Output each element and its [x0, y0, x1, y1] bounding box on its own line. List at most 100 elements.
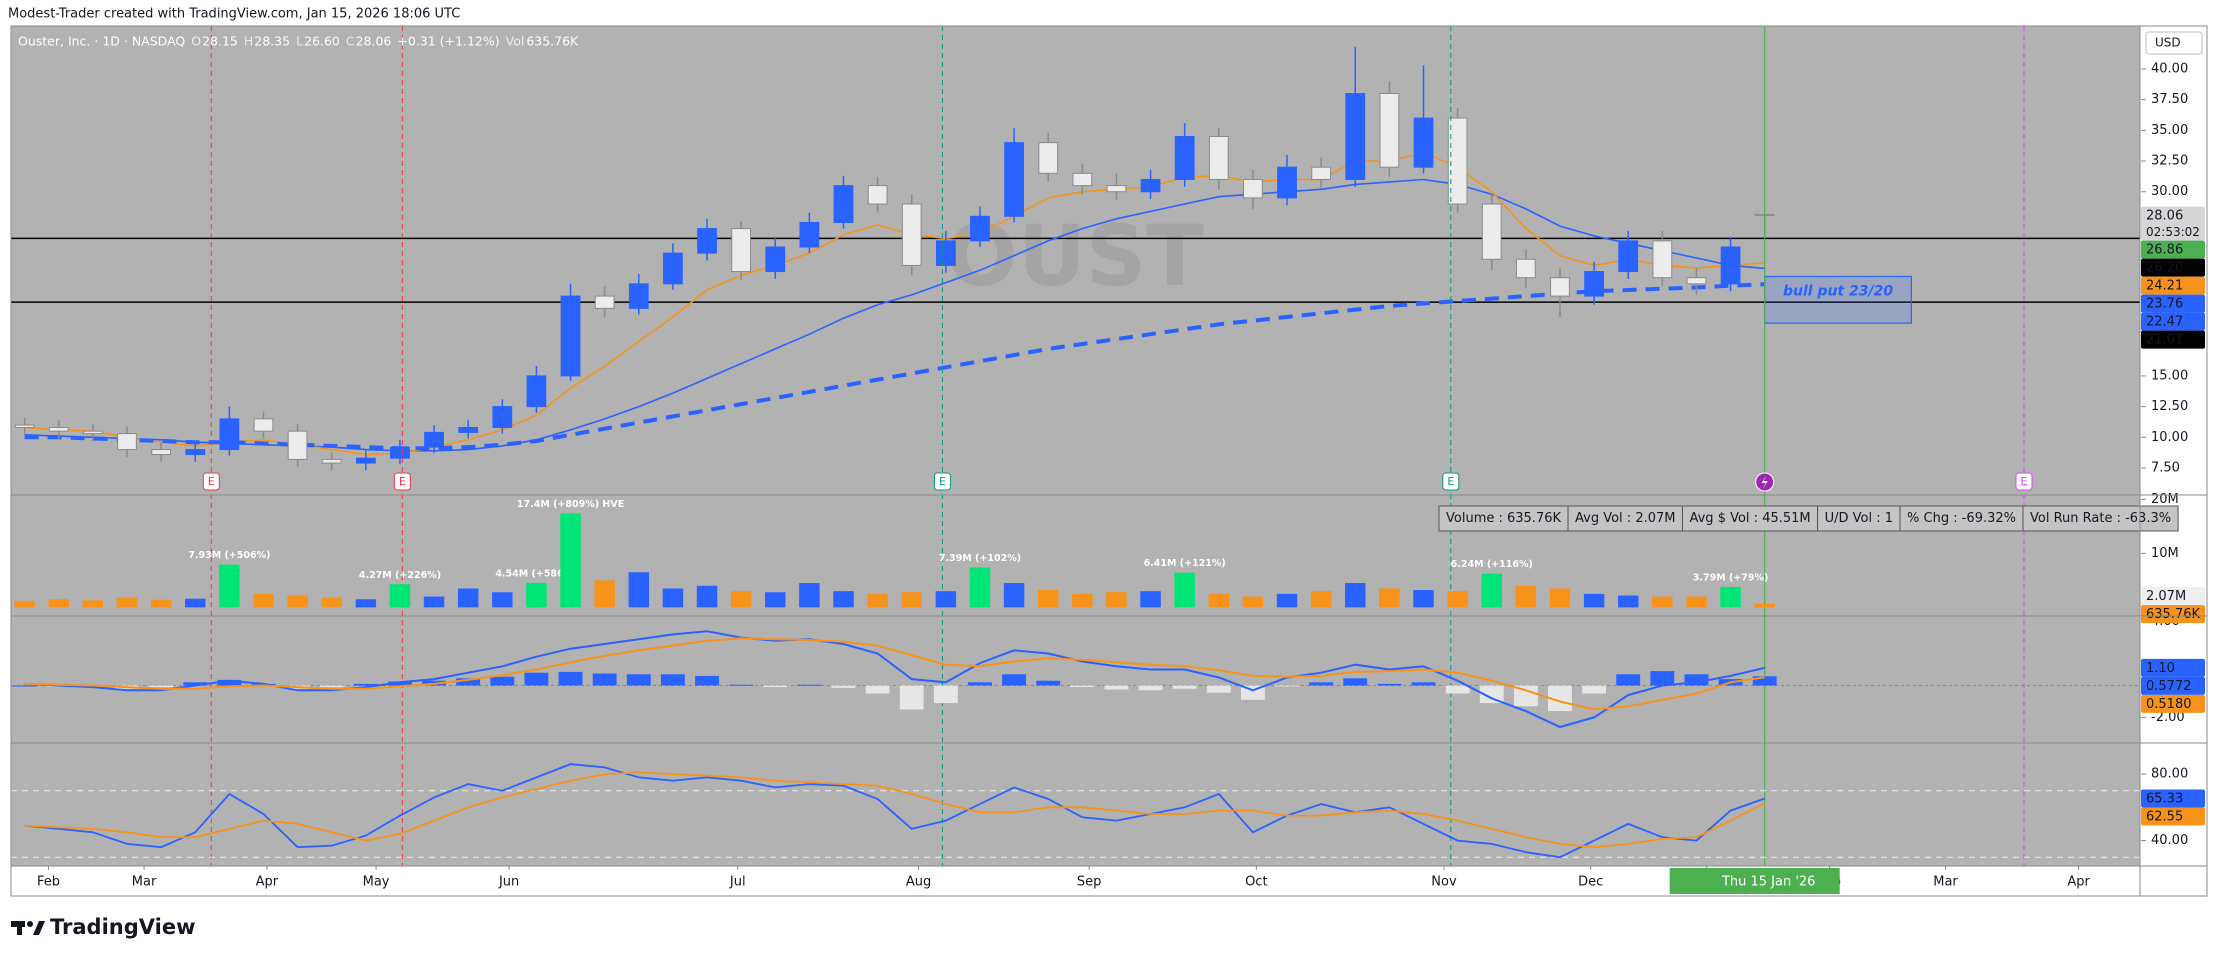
- volume-bar: [628, 572, 650, 608]
- candle-body: [1686, 277, 1707, 285]
- candle-body: [935, 240, 956, 266]
- line: [24, 282, 1765, 451]
- histogram-bar: [660, 674, 685, 686]
- histogram-bar: [899, 685, 924, 710]
- volume-bar: [765, 592, 786, 608]
- volume-bar: [1310, 591, 1332, 608]
- volume-bar: [1481, 573, 1502, 608]
- candle-body: [1038, 142, 1059, 174]
- event-marker: [933, 472, 951, 491]
- currency-box: [2145, 31, 2203, 55]
- volume-bar: [1515, 585, 1537, 608]
- x-tick-label: Apr: [2067, 875, 2090, 890]
- volume-bar: [935, 591, 957, 608]
- line: [24, 151, 1765, 456]
- line: [24, 763, 1766, 859]
- volume-bar: [1106, 592, 1127, 608]
- histogram-bar: [524, 672, 549, 686]
- price-tag-label: 22.47: [2146, 315, 2183, 330]
- candle-body: [1277, 166, 1297, 199]
- line: [24, 630, 1765, 729]
- candle-body: [48, 426, 69, 432]
- volume-bar: [1345, 583, 1366, 608]
- price-tag-label: 24.21: [2146, 279, 2183, 294]
- volume-bar: [1276, 593, 1298, 608]
- histogram-bar: [1411, 682, 1436, 686]
- price-tag-sub: 02:53:02: [2146, 225, 2200, 239]
- volume-bar: [1208, 593, 1230, 608]
- dividend-icon: [1761, 475, 1768, 489]
- event-label: E: [2021, 475, 2028, 488]
- histogram-bar: [12, 685, 37, 687]
- volume-bar: [1652, 596, 1673, 608]
- candle-body: [765, 246, 786, 273]
- volume-bar: [833, 591, 854, 608]
- candle-body: [1208, 135, 1229, 180]
- volume-bar: [287, 595, 308, 608]
- candle-body: [526, 375, 547, 408]
- histogram-bar: [1070, 685, 1095, 688]
- x-tick-label: Mar: [132, 875, 157, 890]
- histogram-bar: [1172, 685, 1197, 689]
- candle-body: [1481, 203, 1502, 260]
- histogram-bar: [626, 674, 651, 686]
- histogram-bar: [319, 685, 344, 688]
- volume-bar: [1447, 591, 1468, 608]
- volume-bar: [1037, 590, 1059, 608]
- price-tag-label: 1.10: [2146, 661, 2175, 676]
- volume-label: 7.39M (+102%): [939, 553, 1021, 564]
- histogram-bar: [695, 675, 719, 686]
- price-tag-label: 0.5772: [2146, 679, 2192, 694]
- y-tick-label: 20M: [2151, 492, 2179, 507]
- price-tag-label: 28.06: [2146, 209, 2183, 224]
- histogram-bar: [183, 682, 208, 686]
- price-tag-label: 26.86: [2146, 243, 2183, 258]
- volume-bar: [1072, 593, 1093, 608]
- chart-frame: [10, 25, 2208, 897]
- x-tick-label: Mar: [1933, 875, 1958, 890]
- logo-part: [17, 921, 22, 935]
- event-marker: [202, 472, 220, 491]
- histogram-bar: [558, 671, 583, 686]
- attribution: Modest-Trader created with TradingView.c…: [8, 7, 460, 22]
- event-marker: [2015, 472, 2033, 491]
- volume-bar: [1583, 593, 1605, 608]
- volume-bar: [457, 588, 479, 608]
- histogram-bar: [217, 679, 242, 686]
- price-tag-label: 26.20: [2146, 261, 2183, 276]
- volume-bar: [799, 583, 820, 608]
- annotation-text: bull put 23/20: [1783, 283, 1893, 299]
- x-tick-label: Dec: [1578, 875, 1603, 890]
- legend-text: 28.35: [254, 34, 290, 49]
- brand-logo: [11, 921, 45, 935]
- y-tick-label: 15.00: [2151, 368, 2188, 383]
- histogram-bar: [1650, 671, 1675, 686]
- candle-body: [628, 283, 649, 309]
- x-tick-label: Sep: [1077, 875, 1102, 890]
- volume-label: 7.93M (+506%): [188, 550, 270, 561]
- legend-text: L: [296, 34, 303, 49]
- pane-background: [11, 743, 2140, 866]
- candle-body: [14, 424, 35, 428]
- histogram-bar: [1513, 685, 1538, 707]
- volume-bar: [1413, 590, 1434, 608]
- candle-body: [321, 458, 342, 464]
- candle-body: [117, 433, 137, 451]
- logo-part: [33, 921, 45, 935]
- volume-bar: [1549, 588, 1571, 608]
- brand: TradingView: [50, 915, 195, 939]
- x-tick-label: Jun: [498, 875, 519, 890]
- stat-text: Volume : 635.76K: [1446, 511, 1561, 526]
- volume-bar: [82, 600, 104, 608]
- legend-text: 635.76K: [526, 34, 579, 49]
- price-tag-label: 0.5180: [2146, 697, 2192, 712]
- histogram-bar: [149, 685, 174, 688]
- price-tag-label: 21.01: [2146, 333, 2183, 348]
- candle-body: [731, 228, 752, 273]
- legend-text: 28.06: [356, 34, 392, 49]
- legend-text: +0.31 (+1.12%): [397, 34, 499, 49]
- candle-body: [287, 430, 308, 460]
- histogram-bar: [490, 676, 515, 686]
- volume-bar: [219, 564, 240, 608]
